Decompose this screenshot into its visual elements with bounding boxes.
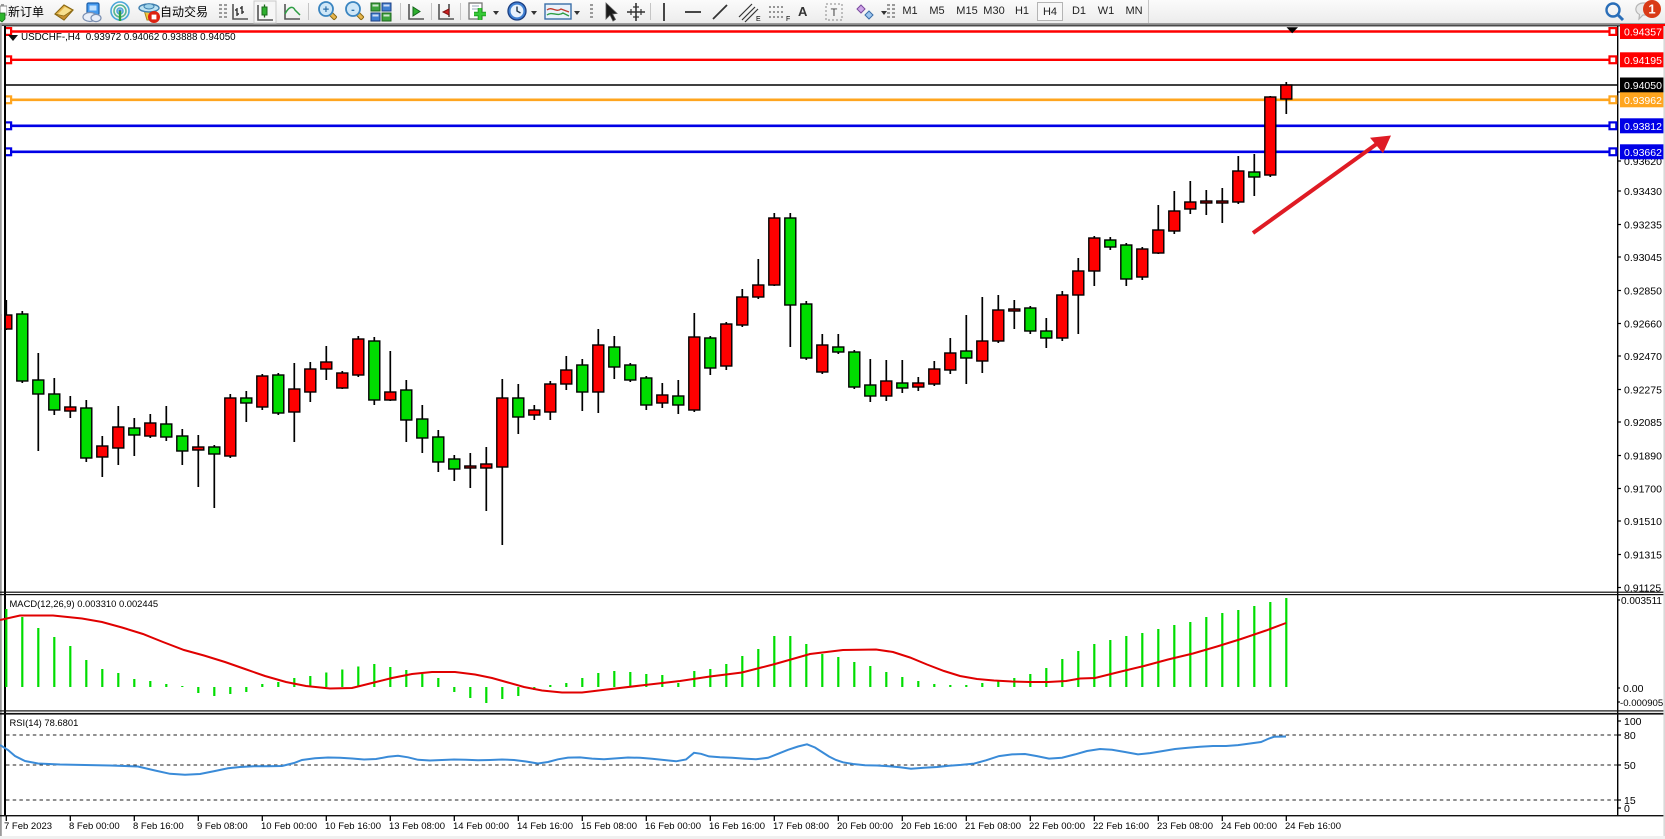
svg-text:9 Feb 08:00: 9 Feb 08:00 — [197, 821, 248, 832]
svg-text:0.91510: 0.91510 — [1624, 516, 1662, 528]
svg-text:14 Feb 00:00: 14 Feb 00:00 — [453, 821, 509, 832]
svg-text:0.91890: 0.91890 — [1624, 451, 1662, 463]
svg-text:13 Feb 08:00: 13 Feb 08:00 — [389, 821, 445, 832]
svg-text:0.92085: 0.92085 — [1624, 417, 1662, 429]
svg-text:0.93812: 0.93812 — [1624, 121, 1662, 133]
svg-text:0.94050: 0.94050 — [1624, 80, 1662, 92]
svg-text:15 Feb 08:00: 15 Feb 08:00 — [581, 821, 637, 832]
svg-text:100: 100 — [1624, 716, 1642, 728]
svg-text:0.92275: 0.92275 — [1624, 385, 1662, 397]
svg-text:F: F — [786, 16, 790, 23]
svg-text:0.93235: 0.93235 — [1624, 220, 1662, 232]
svg-text:0.92850: 0.92850 — [1624, 286, 1662, 298]
svg-text:24 Feb 16:00: 24 Feb 16:00 — [1285, 821, 1341, 832]
svg-text:0.92660: 0.92660 — [1624, 319, 1662, 331]
svg-text:+: + — [323, 4, 329, 16]
svg-text:7 Feb 2023: 7 Feb 2023 — [4, 821, 52, 832]
svg-text:10 Feb 16:00: 10 Feb 16:00 — [325, 821, 381, 832]
svg-text:24 Feb 00:00: 24 Feb 00:00 — [1221, 821, 1277, 832]
svg-text:10 Feb 00:00: 10 Feb 00:00 — [261, 821, 317, 832]
svg-text:21 Feb 08:00: 21 Feb 08:00 — [965, 821, 1021, 832]
svg-text:8 Feb 00:00: 8 Feb 00:00 — [69, 821, 120, 832]
svg-text:20 Feb 00:00: 20 Feb 00:00 — [837, 821, 893, 832]
svg-text:22 Feb 00:00: 22 Feb 00:00 — [1029, 821, 1085, 832]
svg-text:0.93430: 0.93430 — [1624, 186, 1662, 198]
svg-text:22 Feb 16:00: 22 Feb 16:00 — [1093, 821, 1149, 832]
svg-text:15: 15 — [1624, 795, 1636, 807]
svg-text:0.92470: 0.92470 — [1624, 351, 1662, 363]
svg-text:23 Feb 08:00: 23 Feb 08:00 — [1157, 821, 1213, 832]
svg-text:8 Feb 16:00: 8 Feb 16:00 — [133, 821, 184, 832]
svg-text:0.93045: 0.93045 — [1624, 252, 1662, 264]
svg-text:80: 80 — [1624, 730, 1636, 742]
svg-text:0.00: 0.00 — [1623, 683, 1644, 695]
svg-text:0.91700: 0.91700 — [1624, 484, 1662, 496]
svg-text:0.93662: 0.93662 — [1624, 147, 1662, 159]
svg-text:50: 50 — [1624, 760, 1636, 772]
svg-text:14 Feb 16:00: 14 Feb 16:00 — [517, 821, 573, 832]
svg-text:-: - — [351, 4, 355, 16]
svg-text:T: T — [831, 7, 838, 19]
svg-text:20 Feb 16:00: 20 Feb 16:00 — [901, 821, 957, 832]
svg-text:0.003511: 0.003511 — [1621, 596, 1662, 607]
svg-text:17 Feb 08:00: 17 Feb 08:00 — [773, 821, 829, 832]
svg-text:0: 0 — [1624, 803, 1630, 815]
svg-text:16 Feb 16:00: 16 Feb 16:00 — [709, 821, 765, 832]
svg-text:16 Feb 00:00: 16 Feb 00:00 — [645, 821, 701, 832]
svg-text:-0.000905: -0.000905 — [1620, 698, 1663, 709]
svg-text:RSI(14) 78.6801: RSI(14) 78.6801 — [10, 717, 79, 728]
svg-text:USDCHF-,H4 0.93972 0.94062 0.: USDCHF-,H4 0.93972 0.94062 0.93888 0.940… — [21, 32, 236, 43]
svg-text:MACD(12,26,9) 0.003310 0.00244: MACD(12,26,9) 0.003310 0.002445 — [10, 598, 159, 609]
svg-text:0.94357: 0.94357 — [1624, 27, 1662, 39]
svg-text:0.91125: 0.91125 — [1624, 583, 1661, 595]
svg-text:0.91315: 0.91315 — [1624, 550, 1662, 562]
svg-text:0.94195: 0.94195 — [1624, 55, 1662, 67]
svg-text:E: E — [756, 16, 761, 23]
svg-text:1: 1 — [1648, 2, 1655, 17]
svg-text:0.93962: 0.93962 — [1624, 95, 1662, 107]
